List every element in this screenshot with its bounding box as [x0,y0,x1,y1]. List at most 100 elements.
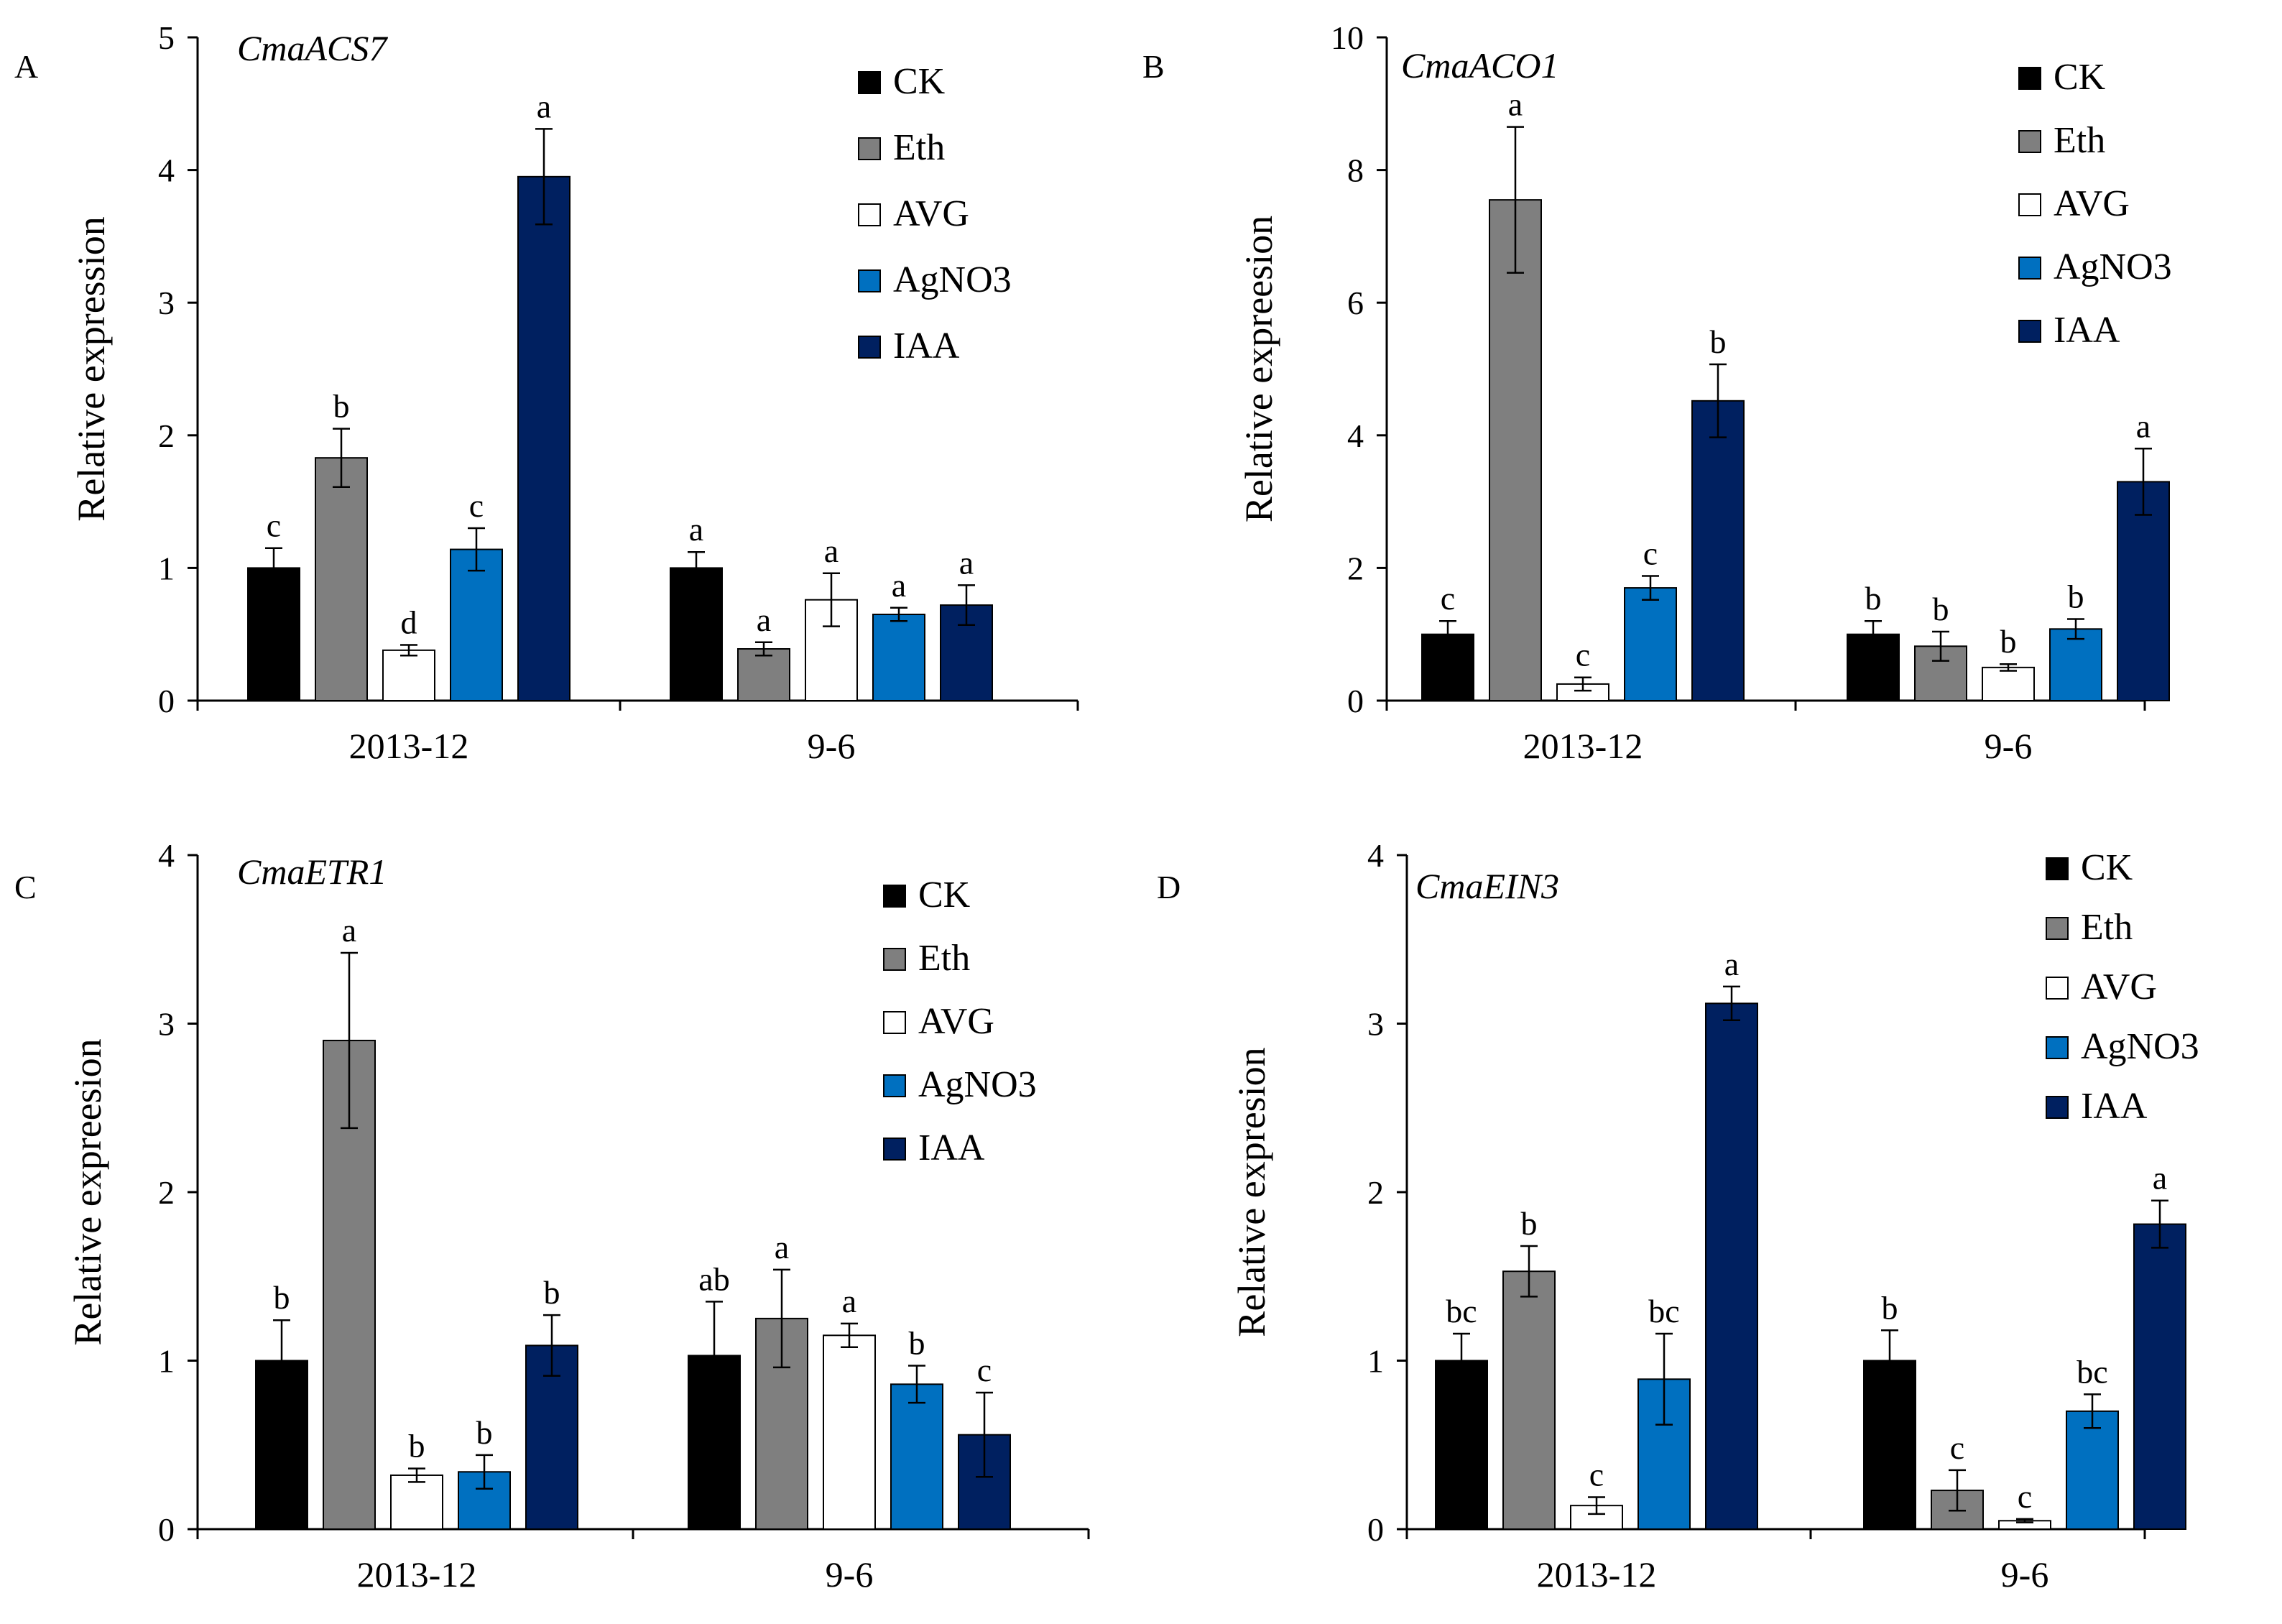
bar [1691,400,1745,702]
chart-title: CmaETR1 [237,852,387,892]
significance-letter: b [1865,580,1882,617]
y-axis-label: Relative expreesion [66,1038,109,1345]
legend-swatch [883,1074,906,1097]
bar [390,1474,443,1530]
x-tick-label: 2013-12 [1537,1554,1657,1595]
legend-label: CK [2054,57,2106,98]
legend-swatch [883,1011,906,1034]
legend-swatch [2018,193,2041,216]
significance-letter: c [1643,535,1658,571]
legend-label: CK [893,61,946,102]
significance-letter: b [1882,1289,1898,1326]
significance-letter: a [342,912,356,949]
legend-label: IAA [2081,1086,2148,1127]
legend-swatch [883,885,906,908]
legend-swatch [858,336,881,359]
panel-label: A [14,48,38,85]
y-axis-label: Relative expression [70,216,113,521]
significance-letter: c [1441,580,1455,617]
legend-swatch [883,948,906,971]
bar [1489,199,1542,701]
legend-label: AVG [918,1001,994,1042]
y-tick-label: 4 [158,152,175,189]
x-tick-label: 2013-12 [357,1554,477,1595]
legend-label: IAA [893,326,960,366]
significance-letter: a [757,601,771,638]
legend-label: AgNO3 [2054,246,2172,287]
significance-letter: c [469,487,484,524]
bar [315,457,368,701]
significance-letter: b [2000,623,2017,660]
significance-letter: a [2153,1160,2167,1196]
significance-letter: a [842,1283,856,1319]
bar [1705,1002,1758,1530]
legend-label: AgNO3 [893,259,1012,300]
legend-swatch [2018,320,2041,343]
significance-letter: bc [2077,1353,2107,1390]
y-tick-label: 2 [158,1174,175,1211]
legend-swatch [2046,1096,2069,1119]
legend-label: Eth [893,127,945,168]
y-axis-label: Relative expreesion [1237,216,1280,522]
panel-label: C [14,869,37,905]
chart-title: CmaEIN3 [1415,866,1559,906]
legend-label: CK [918,875,971,915]
significance-letter: c [977,1352,992,1388]
significance-letter: c [1950,1429,1964,1466]
legend-swatch [2018,130,2041,153]
significance-letter: a [537,88,551,124]
x-tick-label: 2013-12 [1523,726,1643,766]
bar [517,175,570,701]
significance-letter: bc [1446,1293,1477,1329]
y-axis-label: Relative expresion [1230,1047,1273,1337]
y-tick-label: 0 [158,1511,175,1548]
significance-letter: c [267,507,281,544]
y-tick-label: 1 [1367,1343,1384,1380]
chart-title: CmaACO1 [1401,45,1558,86]
significance-letter: b [2068,578,2084,614]
significance-letter: b [544,1274,560,1311]
y-tick-label: 0 [1367,1511,1384,1548]
y-tick-label: 8 [1347,152,1364,189]
significance-letter: c [2018,1478,2032,1515]
bar [890,1383,943,1530]
significance-letter: b [1521,1205,1538,1242]
legend-swatch [858,137,881,160]
y-tick-label: 10 [1331,19,1364,56]
y-tick-label: 2 [1367,1174,1384,1211]
significance-letter: a [775,1229,789,1265]
bar [1435,1360,1488,1530]
y-tick-label: 3 [1367,1006,1384,1043]
panel-label: B [1142,48,1165,85]
y-tick-label: 3 [158,1006,175,1043]
x-tick-label: 9-6 [826,1554,874,1595]
significance-letter: a [689,511,703,548]
y-tick-label: 4 [1367,837,1384,874]
y-tick-label: 6 [1347,285,1364,321]
legend-swatch [2018,67,2041,90]
legend-label: AVG [893,193,969,234]
x-tick-label: 9-6 [2001,1554,2049,1595]
significance-letter: c [1589,1456,1604,1492]
significance-letter: b [333,388,350,425]
y-tick-label: 4 [158,837,175,874]
legend-label: Eth [2054,120,2105,161]
bar [1982,666,2035,701]
y-tick-label: 1 [158,550,175,586]
significance-letter: b [1710,323,1727,360]
y-tick-label: 5 [158,19,175,56]
bar [823,1334,876,1530]
significance-letter: b [909,1325,925,1362]
bar [382,649,435,701]
bar [2117,481,2170,701]
y-tick-label: 2 [158,417,175,454]
chart-title: CmaACS7 [237,28,388,68]
legend-label: Eth [2081,907,2133,948]
significance-letter: b [274,1279,290,1316]
significance-letter: ab [698,1260,729,1297]
significance-letter: a [1724,946,1739,982]
y-tick-label: 2 [1347,550,1364,586]
panel-label: D [1157,869,1181,905]
y-tick-label: 0 [1347,683,1364,719]
y-tick-label: 3 [158,285,175,321]
